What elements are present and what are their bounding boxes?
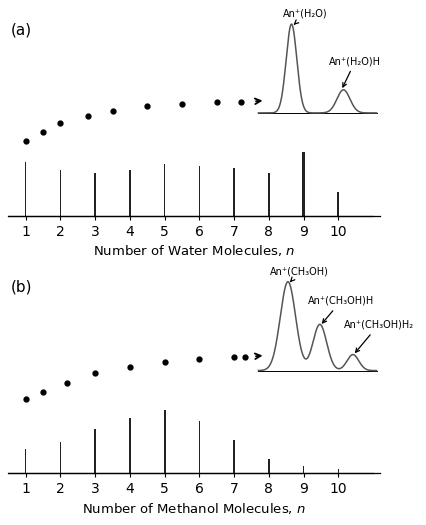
Bar [338,469,339,474]
Text: An⁺(H₂O): An⁺(H₂O) [283,9,328,24]
Bar [95,173,96,216]
Bar [164,164,165,216]
Text: (b): (b) [11,280,33,295]
Text: An⁺(CH₃OH)H₂: An⁺(CH₃OH)H₂ [343,320,414,352]
Bar [164,410,166,474]
Bar [268,173,270,216]
Bar [337,192,340,216]
Text: An⁺(CH₃OH): An⁺(CH₃OH) [270,267,329,281]
Text: (a): (a) [11,22,32,37]
Bar [25,449,26,474]
Bar [233,168,235,216]
Bar [25,162,26,216]
Bar [199,166,200,216]
Bar [95,429,96,474]
Bar [60,442,61,474]
Text: An⁺(CH₃OH)H: An⁺(CH₃OH)H [308,296,374,323]
Bar [302,152,305,216]
Bar [199,422,200,474]
X-axis label: Number of Methanol Molecules, $\it{n}$: Number of Methanol Molecules, $\it{n}$ [82,501,306,516]
Bar [268,459,270,474]
Bar [303,466,304,474]
Bar [233,440,235,474]
X-axis label: Number of Water Molecules, $\it{n}$: Number of Water Molecules, $\it{n}$ [93,243,295,258]
Bar [129,417,131,474]
Text: An⁺(H₂O)H: An⁺(H₂O)H [329,56,381,87]
Bar [129,170,131,216]
Bar [60,170,61,216]
